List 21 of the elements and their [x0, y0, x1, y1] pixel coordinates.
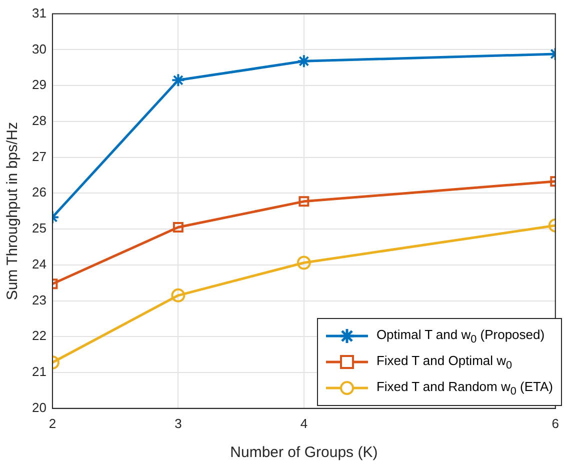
y-tick-label: 26: [32, 184, 46, 200]
y-tick-label: 21: [32, 364, 46, 380]
x-tick-label: 4: [300, 416, 308, 431]
legend-label: Fixed T and Optimal w$_{0}$: [376, 352, 512, 372]
y-tick-label: 29: [32, 77, 46, 92]
x-axis-title: Number of Groups (K): [230, 444, 378, 462]
y-tick-label: 24: [32, 256, 46, 272]
y-axis-title: Sum Throughput in bps/Hz: [4, 122, 22, 300]
y-tick-label: 20: [32, 400, 46, 415]
legend-label: Optimal T and w$_{0}$ (Proposed): [376, 326, 545, 346]
y-tick-label: 27: [32, 148, 46, 164]
y-tick-label: 31: [32, 5, 46, 20]
y-tick-label: 22: [32, 328, 46, 344]
y-tick-label: 30: [32, 41, 46, 56]
x-tick-label: 6: [552, 416, 559, 431]
legend-label: Fixed T and Random w$_{0}$ (ETA): [376, 378, 553, 398]
y-tick-label: 28: [32, 112, 46, 128]
y-tick-label: 23: [32, 292, 46, 308]
y-tick-label: 25: [32, 220, 46, 236]
x-tick-label: 3: [174, 416, 182, 431]
x-tick-label: 2: [48, 416, 56, 431]
